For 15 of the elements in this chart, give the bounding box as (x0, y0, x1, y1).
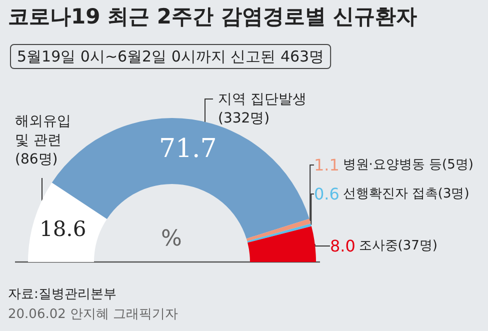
text: 자료:질병관리본부 (8, 287, 116, 302)
chart-title: 코로나19 최근 2주간 감염경로별 신규환자 (8, 4, 418, 28)
data-label: 71.7 (158, 134, 217, 164)
text: % (161, 226, 182, 252)
slice-label: 지역 집단발생 (332명) (218, 92, 306, 126)
text: 20.06.02 안지혜 그래픽기자 (8, 307, 178, 322)
data-label: 0.6 (314, 184, 340, 204)
slice-label: 조사중(37명) (358, 238, 438, 254)
chart-subtitle: 5월19일 0시~6월2일 0시까지 신고된 463명 (17, 48, 324, 66)
slice-label: 해외유입 및 관련 (86명) (15, 114, 71, 168)
data-label: 1.1 (314, 156, 340, 174)
data-label: 8.0 (330, 236, 356, 256)
slice-label: 선행확진자 접촉(3명) (342, 186, 470, 202)
slice-label: 병원·요양병동 등(5명) (342, 158, 474, 172)
data-label: 18.6 (39, 217, 86, 242)
